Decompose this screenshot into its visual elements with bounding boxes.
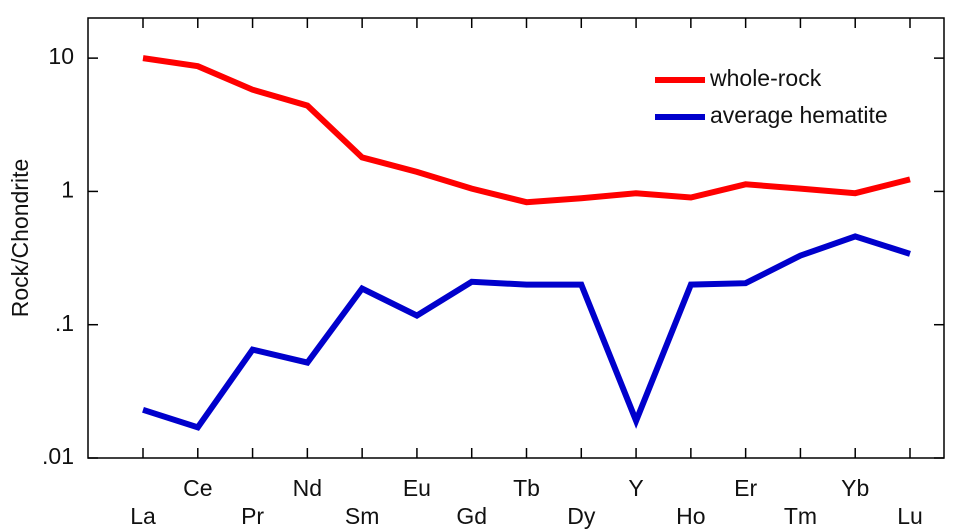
- y-tick-label: 10: [48, 43, 74, 69]
- x-tick-label: Pr: [241, 503, 264, 529]
- x-tick-label: Lu: [897, 503, 923, 529]
- x-tick-label: Dy: [567, 503, 596, 529]
- x-tick-label: Er: [734, 475, 757, 501]
- x-tick-label: Eu: [403, 475, 431, 501]
- y-tick-label: .01: [42, 443, 74, 469]
- data-line: [142, 55, 911, 206]
- x-tick-label: Yb: [841, 475, 869, 501]
- x-tick-label: La: [130, 503, 156, 529]
- x-tick-label: Y: [628, 475, 643, 501]
- x-tick-label: Sm: [345, 503, 380, 529]
- x-tick-label: Ce: [183, 475, 212, 501]
- plot-frame: [87, 17, 945, 459]
- legend-label: whole-rock: [709, 65, 822, 91]
- legend-label: average hematite: [710, 102, 888, 128]
- x-tick-label: Ho: [676, 503, 705, 529]
- y-tick-label: .1: [55, 310, 74, 336]
- y-axis-label: Rock/Chondrite: [7, 159, 33, 318]
- x-tick-label: Tb: [513, 475, 540, 501]
- data-line: [142, 233, 911, 431]
- y-tick-label: 1: [61, 176, 74, 202]
- x-tick-label: Tm: [784, 503, 817, 529]
- x-tick-label: Gd: [456, 503, 487, 529]
- x-tick-label: Nd: [293, 475, 322, 501]
